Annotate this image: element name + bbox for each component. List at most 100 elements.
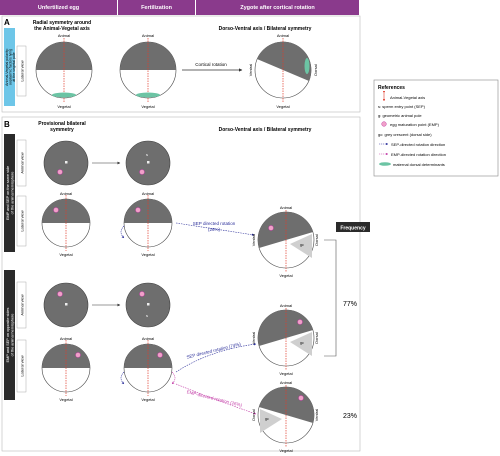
egg-a1-vegetal-label: Vegetal xyxy=(57,104,70,109)
group1-lateral-view-label: Lateral view xyxy=(20,210,25,231)
egg-b1-animal-label: Animal xyxy=(60,191,72,196)
row2-sep-rotation-label: SEP directed rotation (74%) xyxy=(186,341,242,359)
result2-gc-label: gc xyxy=(300,341,304,345)
egg-b2-vegetal-label: Vegetal xyxy=(59,397,72,402)
frequency-23: 23% xyxy=(343,413,357,420)
group2-lateral-view-label: Lateral view xyxy=(20,355,25,376)
result1-ventral-label: Ventral xyxy=(251,234,256,247)
result2-dorsal-label: Dorsal xyxy=(314,332,319,344)
reference-emp-icon xyxy=(381,121,387,127)
egg-a3-dorsal-label: Dorsal xyxy=(313,64,318,76)
egg-a3-vegetal-label: Vegetal xyxy=(276,104,289,109)
result3-animal-label: Animal xyxy=(280,380,292,385)
egg-a2-vegetal-label: Vegetal xyxy=(141,104,154,109)
reference-item-2: s: sperm entry point (SEP) xyxy=(378,104,426,109)
egg-a3-animal-label: Animal xyxy=(277,33,289,38)
group1-side-tab xyxy=(4,134,15,252)
reference-item-8: maternal dorsal determinants xyxy=(393,162,445,167)
panel-b-title-right: Dorso-Ventral axis / Bilateral symmetry xyxy=(219,127,312,133)
panel-a-view-label: Lateral view xyxy=(20,60,25,81)
group2-animal-view-tab xyxy=(16,281,27,329)
result3-gc-label: gc xyxy=(265,417,269,421)
frequency-bracket xyxy=(324,239,337,357)
egg-a-fertilized xyxy=(119,38,177,102)
reference-item-7: EMP-directed rotation direction xyxy=(391,152,446,157)
group1-label-1: EMP and SEP on the same side xyxy=(6,166,10,220)
egg-b-result-3 xyxy=(257,385,315,447)
group2-lateral-view-tab xyxy=(16,339,27,393)
panel-a-frame xyxy=(1,15,361,113)
result2-ventral-label: Ventral xyxy=(251,332,256,345)
egg-a2-animal-label: Animal xyxy=(142,33,154,38)
egg-b2-lateral-unfertilized xyxy=(41,340,91,396)
row1-sep-rotation-label: SEP directed rotation xyxy=(193,221,236,226)
result1-animal-label: Animal xyxy=(280,205,292,210)
panel-b-title-left-1: Provisional bilateral xyxy=(38,121,86,127)
reference-item-1: Animal-Vegetal axis xyxy=(390,95,425,100)
egg-a-unfertilized xyxy=(35,38,93,102)
references-title: References xyxy=(378,85,405,91)
reference-item-6: SEP-directed rotation direction xyxy=(391,142,445,147)
panel-a-title-left-1: Radial symmetry around xyxy=(33,20,91,26)
panel-a-side-tab xyxy=(4,28,15,106)
reference-item-4: egg maturation point (EMP) xyxy=(390,122,440,127)
panel-b-letter: B xyxy=(4,120,10,129)
panel-b-frame xyxy=(1,116,361,452)
egg-b2-animal-label: Animal xyxy=(60,336,72,341)
group1-lateral-view-tab xyxy=(16,195,27,247)
frequency-badge xyxy=(336,222,370,232)
reference-determinants-icon xyxy=(379,162,391,166)
egg-b2f-vegetal-label: Vegetal xyxy=(141,397,154,402)
row1-sep-rotation-arrow xyxy=(175,222,255,236)
egg-b1-lateral-unfertilized xyxy=(41,195,91,251)
reference-item-3: g: geometric animal pole xyxy=(378,113,422,118)
result2-vegetal-label: Vegetal xyxy=(279,371,292,376)
egg-b-result-1 xyxy=(257,210,315,272)
egg-b1f-animal-label: Animal xyxy=(142,191,154,196)
group1-label-2: of the animal hemisphere xyxy=(11,172,15,215)
egg-b2-animal-view-unfertilized xyxy=(43,282,89,328)
egg-b1f-vegetal-label: Vegetal xyxy=(141,252,154,257)
result3-dorsal-label: Dorsal xyxy=(251,409,256,421)
row2-sep-rotation-arrow xyxy=(175,343,257,373)
row1-sep-rotation-pct: (26%) xyxy=(208,227,221,232)
panel-a-side-label-1: Animal-Vegetal polarity: xyxy=(5,48,9,86)
group2-label-2: of the animal hemisphere xyxy=(11,314,15,357)
header-fertilization: Fertilization xyxy=(118,0,196,15)
result3-vegetal-label: Vegetal xyxy=(279,448,292,453)
egg-b-result-2 xyxy=(257,308,315,370)
group2-label-1: EMP and SEP on opposite sides xyxy=(6,308,10,363)
egg-a-zygote xyxy=(254,38,312,102)
egg-b2f-animal-label: Animal xyxy=(142,336,154,341)
egg-b1-animal-view-unfertilized xyxy=(43,140,89,186)
egg-b1-animal-view-fertilized: s xyxy=(125,140,171,186)
svg-text:s: s xyxy=(146,152,148,157)
cortical-rotation-label: Cortical rotation xyxy=(195,62,227,67)
header-zygote: Zygote after cortical rotation xyxy=(196,0,360,15)
egg-b1-vegetal-label: Vegetal xyxy=(59,252,72,257)
panel-a-view-tab xyxy=(16,45,27,97)
group1-animal-view-label: Animal view xyxy=(20,152,25,173)
egg-b2-lateral-fertilized xyxy=(120,340,176,396)
row2-emp-rotation-label: EMP-directed rotation (26%) xyxy=(186,389,243,408)
panel-a-title-right: Dorso-Ventral axis / Bilateral symmetry xyxy=(219,26,312,32)
references-box xyxy=(373,79,499,177)
panel-a-letter: A xyxy=(4,18,10,27)
egg-b1-lateral-fertilized xyxy=(120,195,173,251)
result2-animal-label: Animal xyxy=(280,303,292,308)
group2-side-tab xyxy=(4,270,15,400)
result1-vegetal-label: Vegetal xyxy=(279,273,292,278)
result3-ventral-label: Ventral xyxy=(314,409,319,422)
egg-a3-ventral-label: Ventral xyxy=(248,64,253,77)
egg-b2-animal-view-fertilized: s xyxy=(125,282,171,328)
result1-dorsal-label: Dorsal xyxy=(314,234,319,246)
header-unfertilized-egg: Unfertilized egg xyxy=(0,0,118,15)
frequency-label: Frequency xyxy=(340,226,366,232)
row2-emp-rotation-arrow xyxy=(175,383,257,415)
egg-a1-animal-label: Animal xyxy=(58,33,70,38)
reference-item-5: gc: grey crescent (dorsal side) xyxy=(378,132,432,137)
svg-text:s: s xyxy=(146,313,148,318)
frequency-77: 77% xyxy=(343,301,357,308)
panel-a-side-label-2: ooplasmic factors lying xyxy=(9,49,13,85)
